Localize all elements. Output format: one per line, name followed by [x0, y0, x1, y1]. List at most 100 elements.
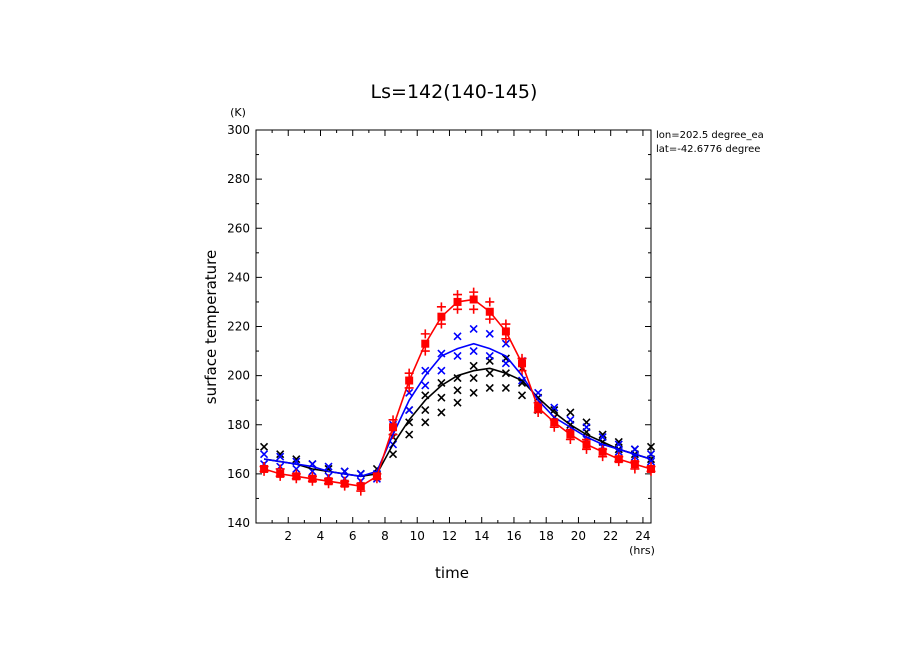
x-tick-label: 22 — [603, 529, 618, 543]
scatter-point-x — [485, 329, 494, 338]
y-tick-label: 180 — [227, 418, 250, 432]
scatter-point-x — [469, 388, 478, 397]
series-2-line — [263, 367, 652, 478]
scatter-point-x — [630, 445, 639, 454]
x-tick-label: 20 — [571, 529, 586, 543]
scatter-point-x — [469, 346, 478, 356]
series-0-marker — [276, 469, 285, 478]
x-tick-label: 2 — [284, 529, 292, 543]
y-tick-label: 140 — [227, 516, 250, 530]
scatter-point-plus — [436, 319, 446, 329]
scatter-point-x — [501, 359, 510, 368]
scatter-point-x — [485, 369, 494, 378]
scatter-point-x — [405, 405, 414, 415]
scatter-point-x — [388, 450, 398, 459]
y-tick-label: 220 — [227, 320, 250, 334]
x-tick-label: 8 — [381, 529, 389, 543]
scatter-point-x — [276, 450, 285, 459]
scatter-point-x — [517, 391, 527, 400]
scatter-point-x — [405, 388, 414, 397]
series-1-line — [263, 342, 652, 478]
series-0-marker — [453, 297, 462, 306]
scatter-point-x — [582, 423, 591, 432]
series-0-marker — [647, 464, 655, 473]
series-0-marker — [501, 327, 510, 336]
series-0-marker — [534, 403, 543, 412]
scatter-point-x — [469, 324, 478, 334]
series-0-marker — [324, 477, 333, 486]
x-tick-label: 4 — [317, 529, 325, 543]
scatter-point-x — [324, 462, 333, 471]
series-0-marker — [550, 418, 559, 427]
scatter-point-x — [453, 332, 462, 341]
x-tick-label: 18 — [539, 529, 554, 543]
scatter-point-x — [453, 374, 462, 383]
annotation-lat: lat=-42.6776 degree — [656, 144, 760, 155]
x-tick-label: 12 — [442, 529, 457, 543]
x-unit: (hrs) — [629, 544, 655, 557]
series-0-marker — [469, 295, 478, 304]
x-tick-label: 16 — [506, 529, 521, 543]
scatter-point-x — [614, 440, 623, 449]
series-0-scatter — [259, 287, 656, 496]
scatter-point-x — [437, 393, 446, 402]
scatter-point-x — [614, 437, 623, 447]
series-0-marker — [614, 455, 623, 464]
scatter-point-x — [485, 383, 494, 392]
scatter-point-plus — [485, 297, 495, 307]
scatter-point-x — [646, 442, 656, 451]
scatter-point-x — [566, 408, 575, 417]
series-0-marker — [421, 339, 430, 348]
series-0-marker — [405, 376, 414, 385]
scatter-point-x — [453, 351, 462, 361]
scatter-point-plus — [453, 290, 463, 300]
scatter-point-x — [421, 405, 430, 415]
scatter-point-x — [598, 430, 607, 439]
y-tick-label: 260 — [227, 221, 250, 235]
scatter-point-x — [421, 418, 430, 427]
scatter-point-x — [276, 452, 285, 461]
series-0-marker — [582, 440, 591, 449]
x-axis-title: time — [435, 564, 469, 582]
scatter-point-x — [598, 432, 607, 442]
plot-frame — [255, 129, 652, 524]
series-0-marker — [356, 482, 365, 491]
series-0-marker — [340, 479, 349, 488]
scatter-point-x — [259, 442, 269, 451]
scatter-point-x — [501, 339, 510, 348]
annotation-lon: lon=202.5 degree_ea — [656, 130, 764, 141]
chart-title: Ls=142(140-145) — [371, 81, 538, 103]
scatter-point-x — [437, 349, 446, 358]
scatter-point-x — [550, 405, 559, 415]
series-0-marker — [308, 474, 317, 483]
series-2-scatter — [259, 354, 656, 478]
scatter-point-x — [469, 374, 478, 383]
y-tick-label: 240 — [227, 270, 250, 284]
scatter-point-plus — [485, 314, 495, 324]
scatter-point-x — [453, 386, 462, 395]
series-0-marker — [518, 359, 527, 368]
series-layer — [259, 287, 656, 496]
x-tick-label: 24 — [635, 529, 650, 543]
series-0-marker — [630, 460, 639, 469]
x-tick-label: 10 — [410, 529, 425, 543]
scatter-point-x — [437, 378, 446, 388]
series-0-marker — [389, 423, 398, 432]
scatter-point-x — [292, 464, 301, 474]
scatter-point-plus — [501, 319, 511, 329]
series-0-marker — [260, 464, 269, 473]
x-tick-label: 6 — [349, 529, 357, 543]
scatter-point-x — [517, 378, 527, 388]
scatter-point-x — [292, 455, 301, 464]
scatter-point-x — [469, 361, 478, 370]
y-tick-label: 160 — [227, 467, 250, 481]
scatter-point-x — [485, 351, 494, 361]
axes: 2 4 6 8 10 12 14 16 18 20 22 2414016018020022024026… — [227, 123, 651, 543]
series-0-marker — [485, 307, 494, 316]
scatter-point-x — [453, 398, 462, 407]
scatter-point-plus — [436, 302, 446, 312]
y-unit: (K) — [230, 106, 246, 119]
series-0-marker — [598, 447, 607, 456]
scatter-point-x — [646, 457, 656, 466]
